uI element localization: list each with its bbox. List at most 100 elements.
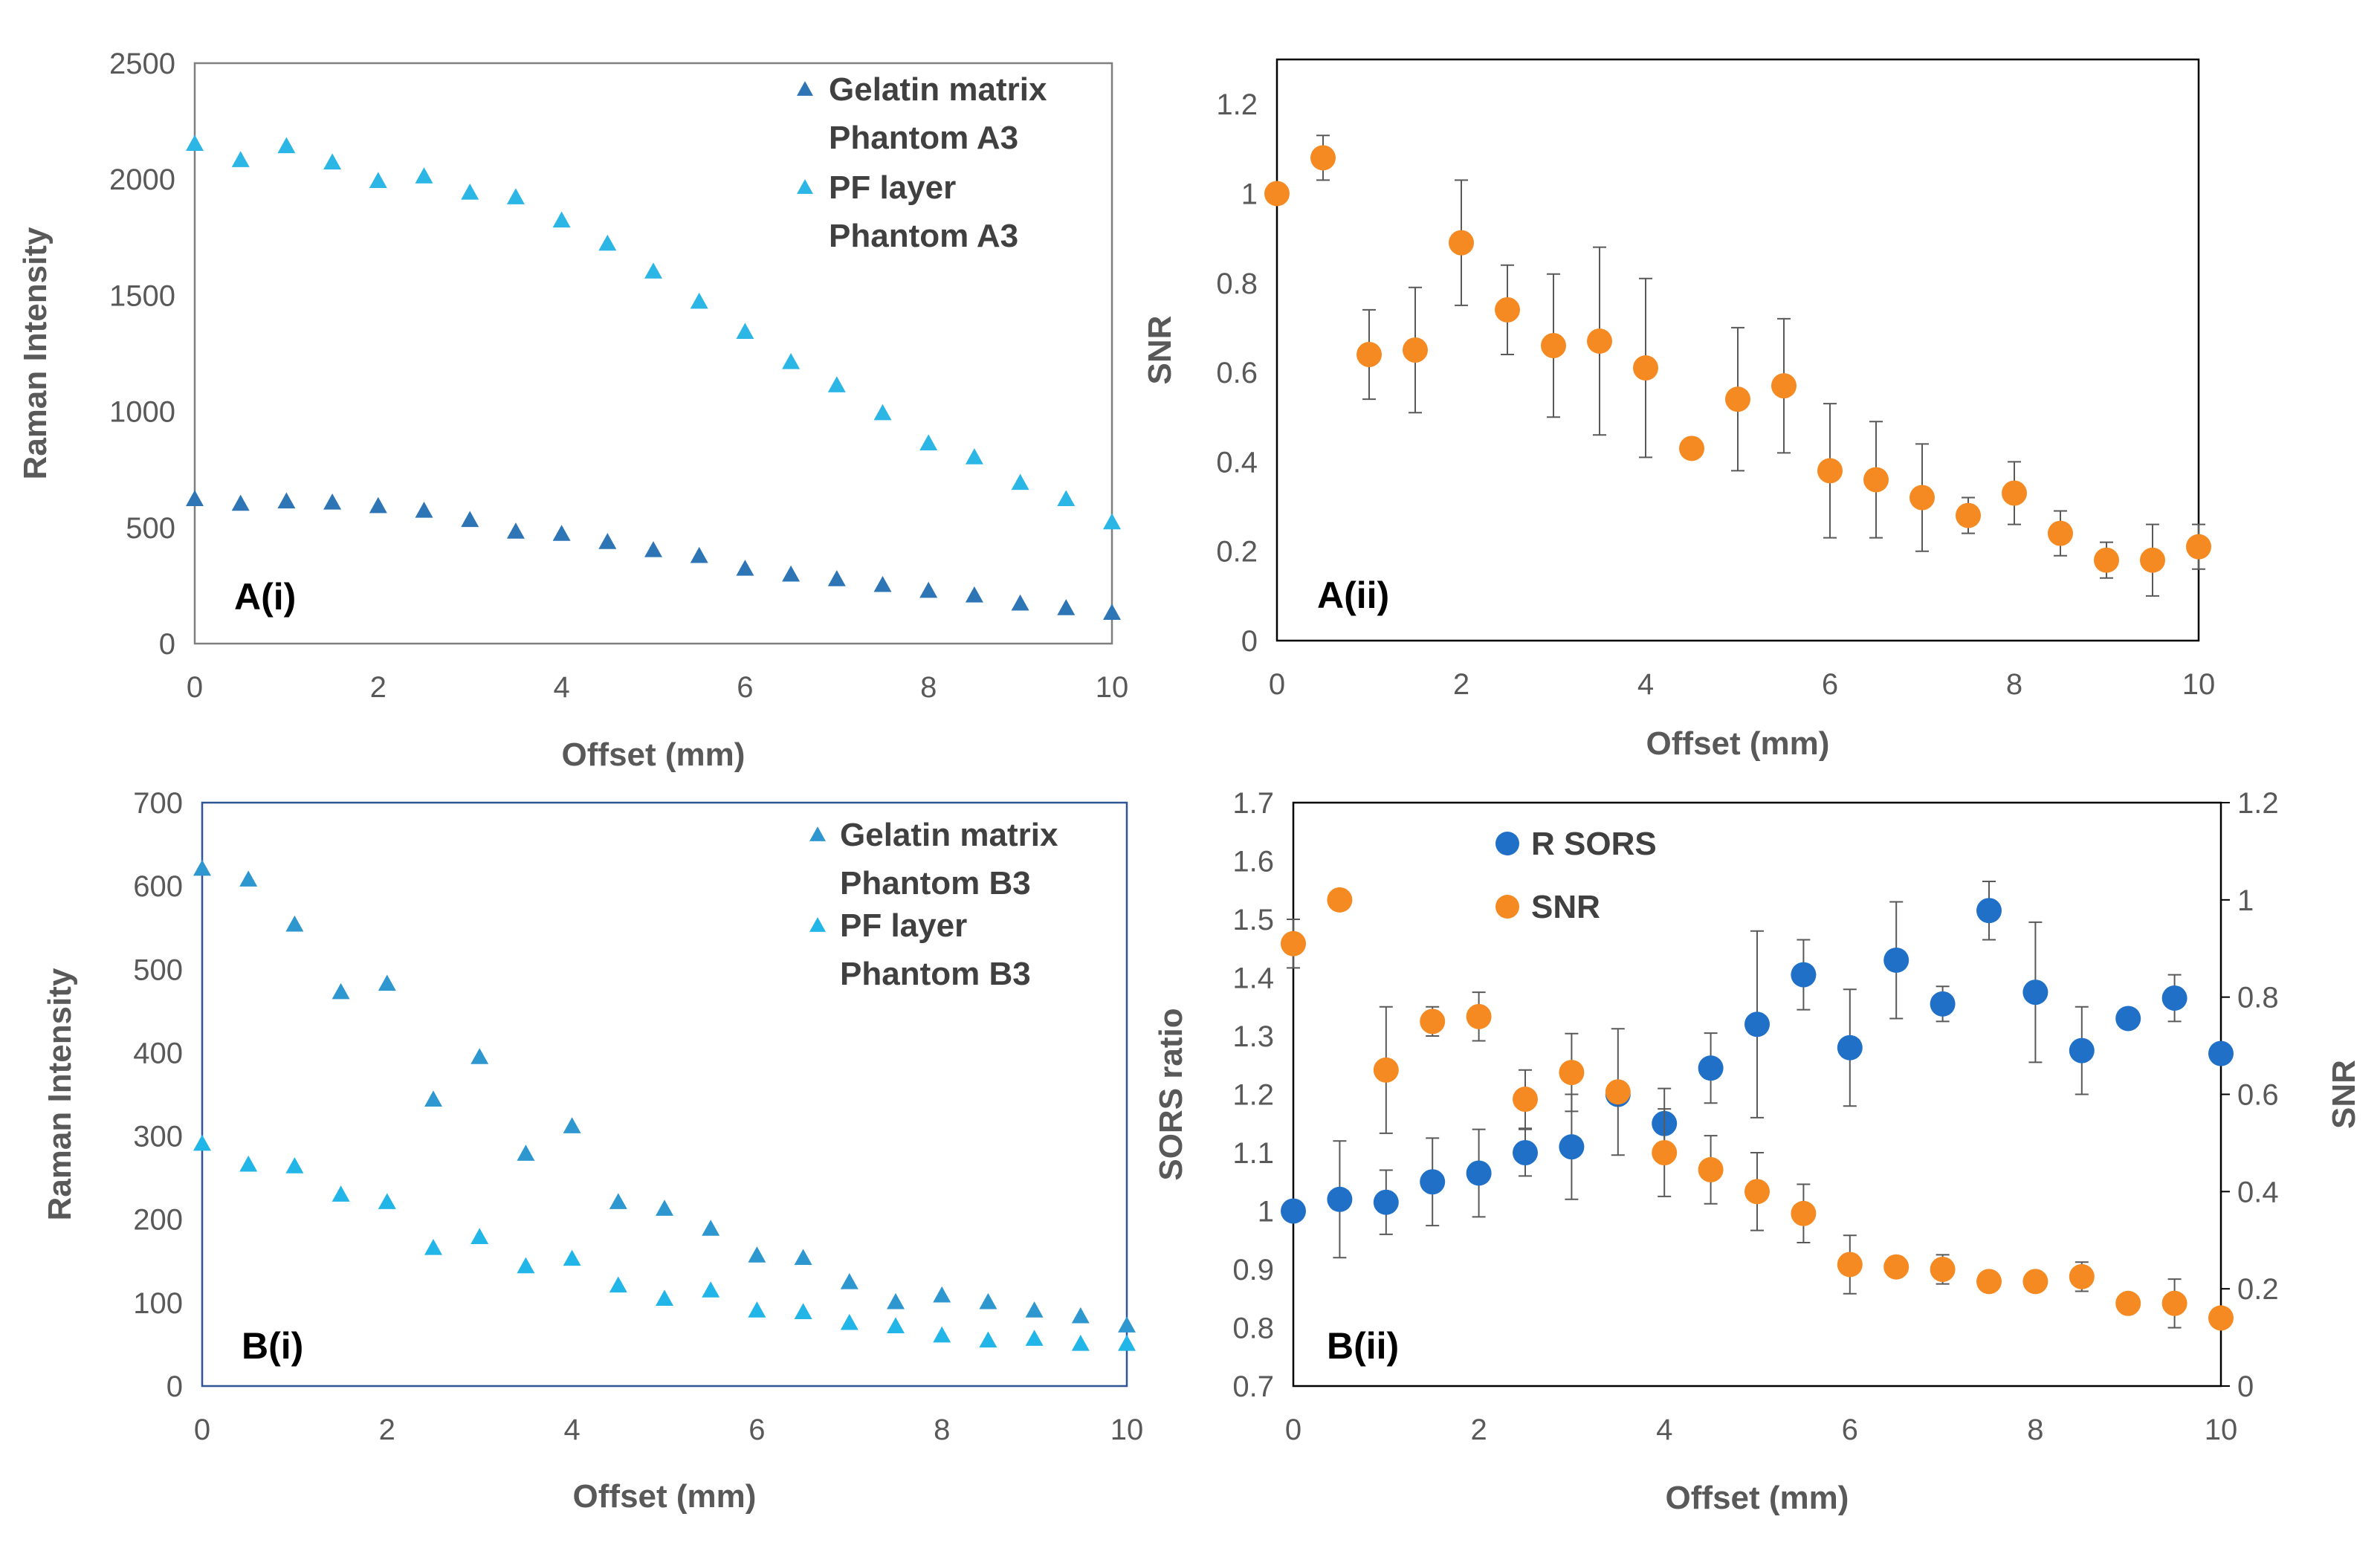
data-point bbox=[748, 1246, 766, 1263]
x-tick-label: 6 bbox=[1842, 1414, 1858, 1446]
data-point bbox=[1373, 1057, 1399, 1083]
y-tick-label: 1.2 bbox=[1232, 1079, 1274, 1112]
data-point bbox=[840, 1272, 858, 1289]
data-point bbox=[563, 1249, 581, 1266]
data-point bbox=[1057, 599, 1076, 615]
data-point bbox=[2048, 520, 2073, 546]
y2-tick-label: 1.2 bbox=[2237, 787, 2279, 820]
data-point bbox=[1698, 1156, 1724, 1182]
legend-label: Phantom B3 bbox=[840, 956, 1031, 992]
data-point bbox=[323, 153, 342, 169]
y-tick-label: 1500 bbox=[109, 279, 175, 312]
data-point bbox=[239, 870, 258, 887]
y-tick-label: 1 bbox=[1258, 1196, 1274, 1228]
legend-marker bbox=[809, 826, 826, 841]
y-tick-label: 0.4 bbox=[1216, 446, 1258, 479]
data-point bbox=[1327, 1186, 1353, 1212]
x-tick-label: 8 bbox=[920, 671, 937, 704]
data-point bbox=[933, 1326, 951, 1343]
legend-label: Phantom B3 bbox=[840, 865, 1031, 901]
data-point bbox=[690, 546, 708, 563]
data-point bbox=[285, 1157, 304, 1173]
legend-label: Phantom A3 bbox=[829, 218, 1018, 254]
data-point bbox=[1744, 1011, 1770, 1037]
data-point bbox=[873, 404, 892, 421]
data-point bbox=[415, 501, 433, 518]
series-pf-layer-phantom-a3 bbox=[186, 135, 1121, 530]
y-tick-label: 2500 bbox=[109, 48, 175, 80]
data-point bbox=[1011, 594, 1029, 611]
data-point bbox=[1310, 145, 1336, 171]
y-tick-label: 0 bbox=[159, 628, 175, 661]
data-point bbox=[186, 135, 204, 151]
data-point bbox=[552, 211, 571, 228]
data-point bbox=[1679, 436, 1704, 462]
data-point bbox=[231, 151, 250, 167]
data-point bbox=[1373, 1189, 1399, 1215]
x-tick-label: 2 bbox=[1453, 668, 1469, 701]
data-point bbox=[461, 183, 479, 200]
data-point bbox=[2208, 1305, 2234, 1331]
data-point bbox=[231, 494, 250, 511]
data-point bbox=[1118, 1316, 1136, 1333]
y2-axis-title: SNR bbox=[2326, 1060, 2362, 1129]
data-point bbox=[656, 1200, 673, 1216]
data-point bbox=[193, 1134, 211, 1151]
legend-marker bbox=[809, 917, 826, 932]
data-point bbox=[517, 1145, 535, 1161]
data-point bbox=[1930, 991, 1956, 1017]
plot-area-frame bbox=[193, 62, 1113, 645]
data-point bbox=[965, 448, 983, 464]
data-point bbox=[1356, 342, 1382, 368]
legend-label: Gelatin matrix bbox=[829, 71, 1047, 108]
data-point bbox=[517, 1257, 535, 1274]
data-point bbox=[369, 496, 387, 514]
data-point bbox=[919, 581, 938, 598]
data-point bbox=[702, 1220, 720, 1236]
data-point bbox=[782, 565, 801, 582]
series-gelatin-matrix-phantom-a3 bbox=[186, 490, 1121, 621]
data-point bbox=[736, 323, 754, 340]
data-point bbox=[702, 1281, 720, 1298]
data-point bbox=[1118, 1334, 1136, 1351]
data-point bbox=[285, 915, 304, 932]
data-point bbox=[1837, 1252, 1863, 1278]
y-axis-title: SNR bbox=[1142, 316, 1178, 385]
data-point bbox=[1837, 1035, 1863, 1061]
y-tick-label: 1.4 bbox=[1232, 962, 1274, 995]
y-tick-label: 0.9 bbox=[1232, 1254, 1274, 1286]
data-point bbox=[1264, 181, 1290, 207]
legend-marker bbox=[1495, 895, 1519, 919]
data-point bbox=[332, 982, 350, 1000]
data-point bbox=[1633, 355, 1658, 381]
y2-tick-label: 0.8 bbox=[2237, 982, 2279, 1014]
y-axis-title: Raman Intensity bbox=[17, 227, 54, 479]
legend-label: Phantom A3 bbox=[829, 120, 1018, 156]
y-tick-label: 300 bbox=[133, 1121, 183, 1153]
data-point bbox=[1863, 467, 1889, 493]
data-point bbox=[470, 1228, 489, 1245]
plot-area-frame bbox=[1275, 58, 2200, 642]
data-point bbox=[1103, 603, 1121, 621]
y-tick-label: 1.3 bbox=[1232, 1020, 1274, 1053]
y-axis-title: SORS ratio bbox=[1153, 1008, 1189, 1180]
series-snr bbox=[1281, 887, 2234, 1331]
x-tick-label: 4 bbox=[1637, 668, 1654, 701]
data-point bbox=[2161, 985, 2187, 1011]
data-point bbox=[1725, 386, 1750, 412]
data-point bbox=[1817, 458, 1843, 484]
data-point bbox=[2140, 547, 2165, 573]
x-tick-label: 0 bbox=[187, 671, 203, 704]
data-point bbox=[887, 1292, 905, 1309]
data-point bbox=[840, 1313, 858, 1330]
x-axis-title: Offset (mm) bbox=[573, 1478, 757, 1515]
data-point bbox=[1071, 1334, 1090, 1351]
legend-label: Gelatin matrix bbox=[840, 817, 1058, 853]
y-tick-label: 0 bbox=[166, 1370, 183, 1403]
data-point bbox=[1057, 490, 1076, 506]
data-point bbox=[2161, 1290, 2187, 1316]
x-axis-title: Offset (mm) bbox=[562, 736, 746, 773]
data-point bbox=[332, 1185, 350, 1202]
y2-tick-label: 0.4 bbox=[2237, 1176, 2279, 1208]
